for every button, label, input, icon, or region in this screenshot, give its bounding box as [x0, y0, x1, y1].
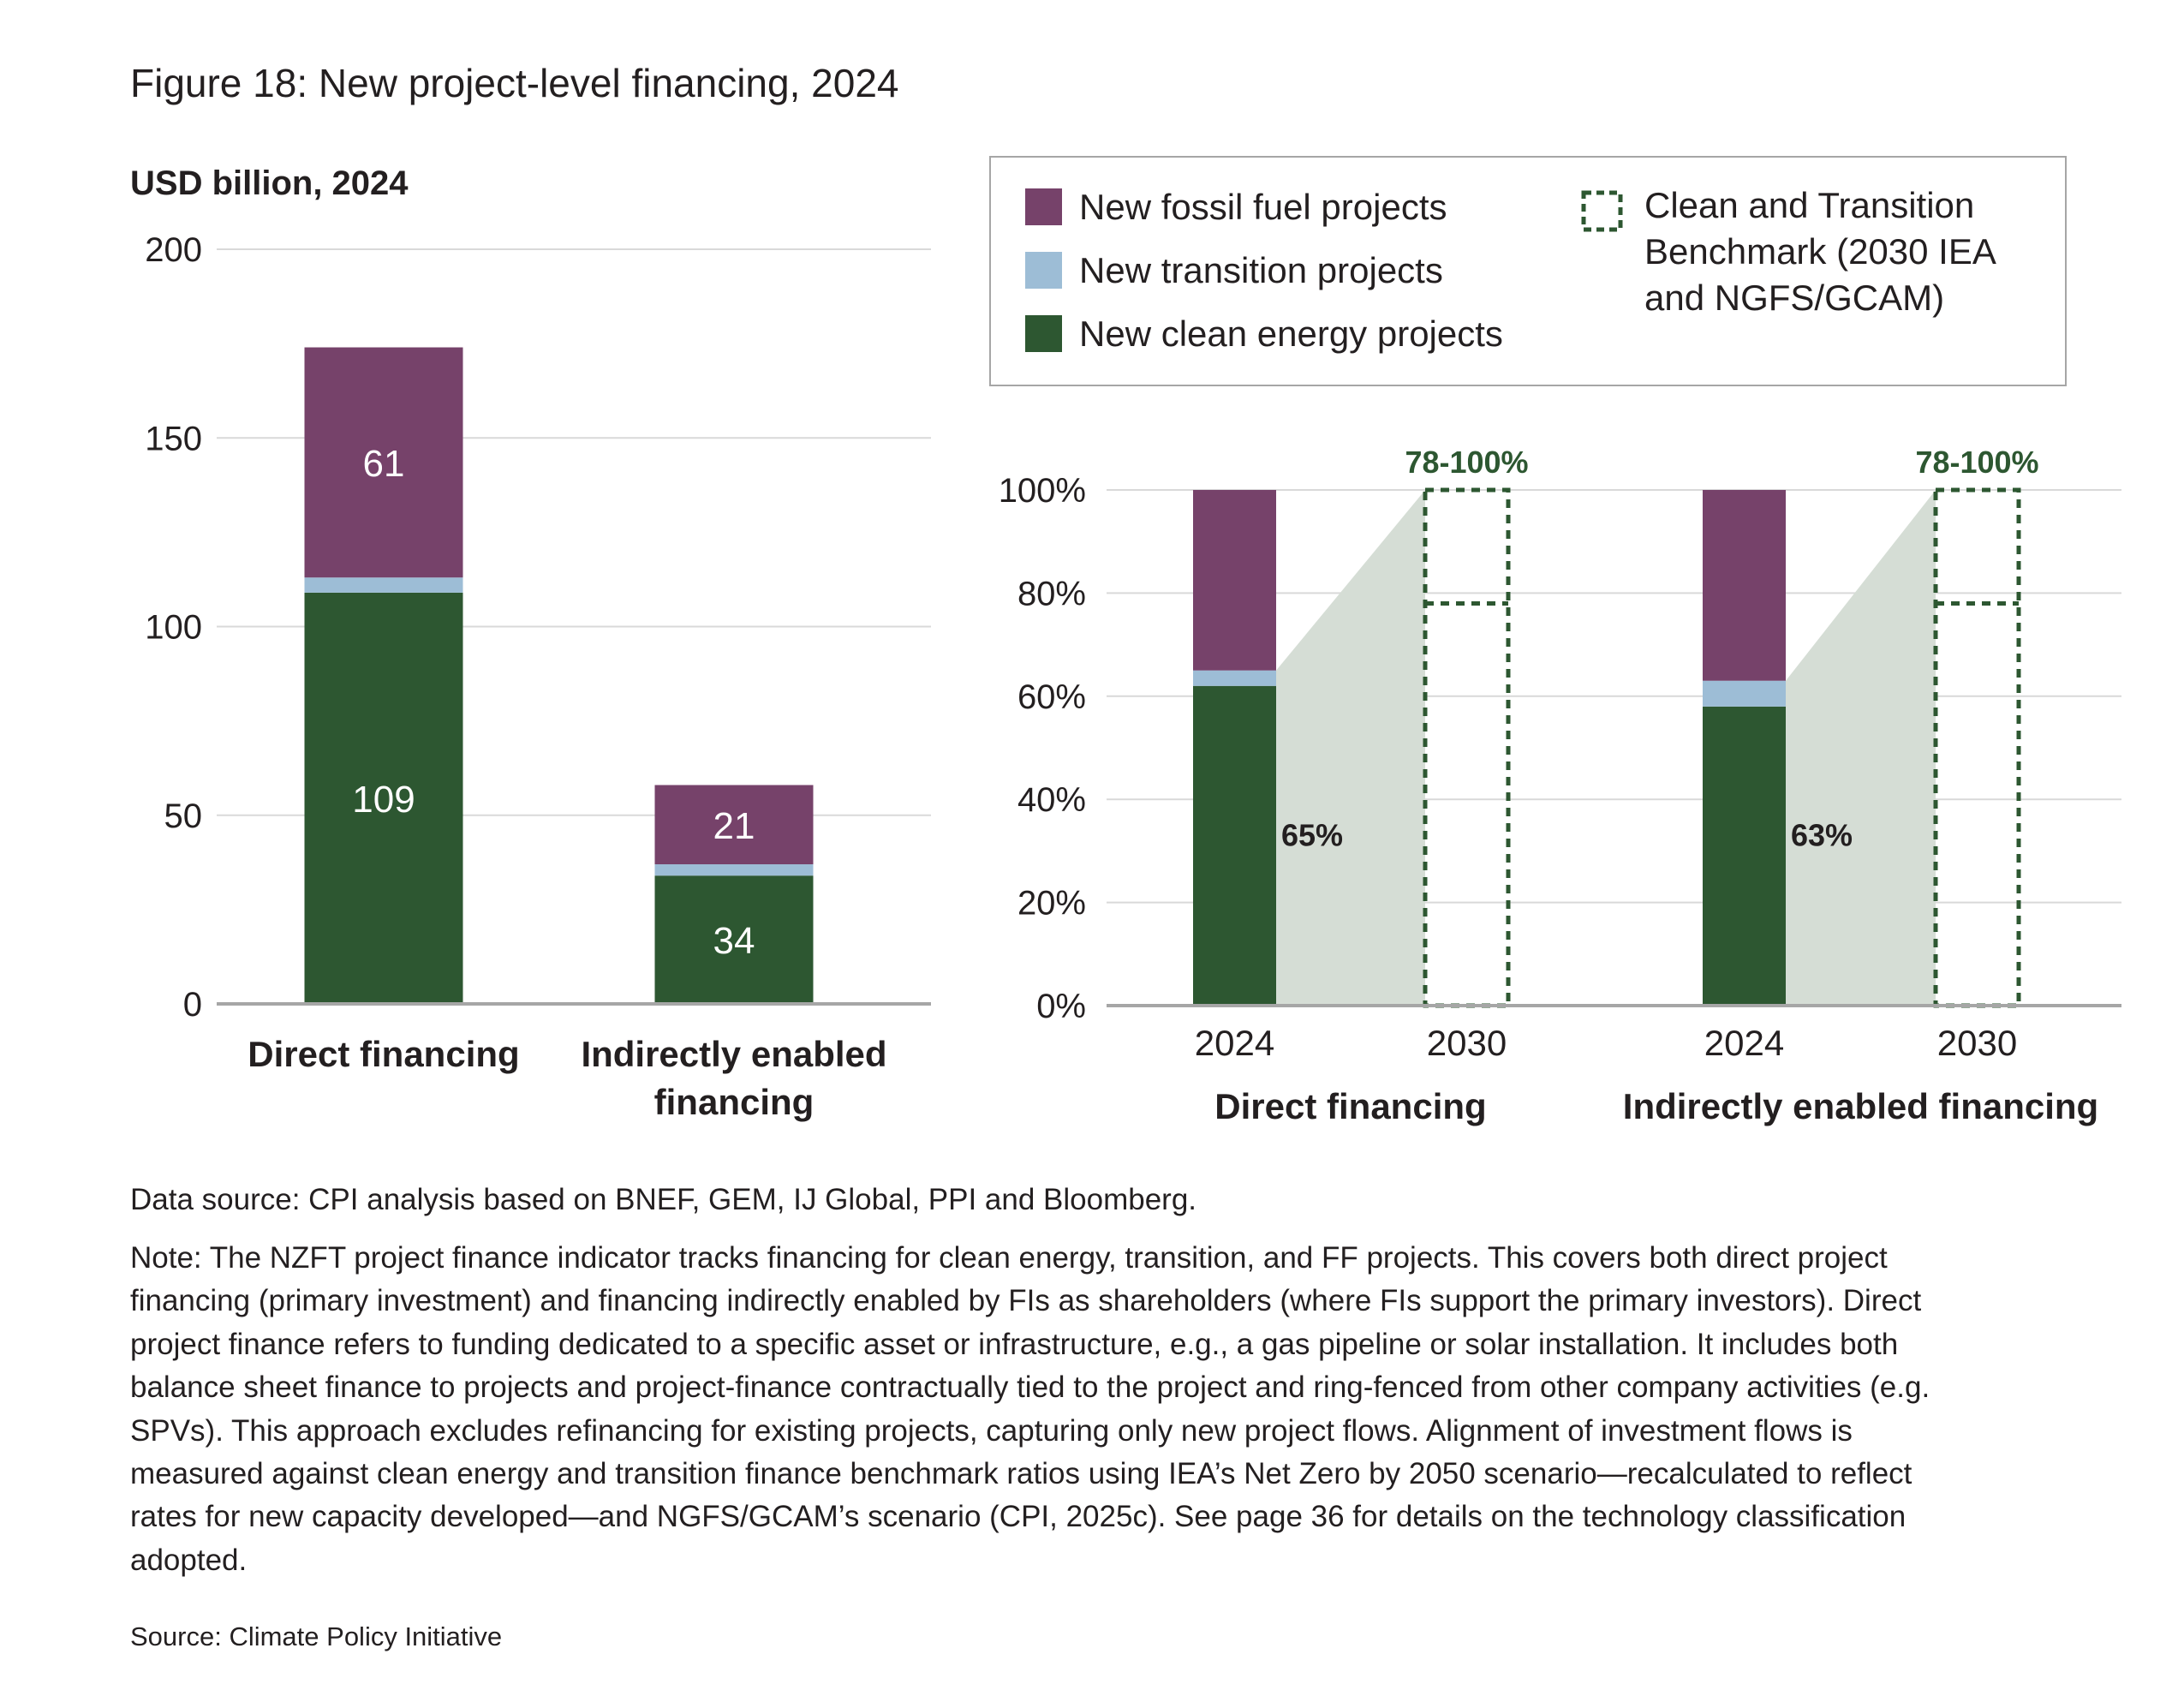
y-tick-label: 20%: [1017, 885, 1086, 923]
legend-swatch: [1025, 252, 1062, 289]
figure-title: Figure 18: New project-level financing, …: [130, 61, 899, 105]
dashed-square-icon: [1581, 190, 1623, 232]
benchmark-box: [1423, 487, 1511, 1008]
bar-segment: [1703, 706, 1786, 1006]
left-y-axis-title: USD billion, 2024: [130, 164, 409, 202]
data-source-note: Data source: CPI analysis based on BNEF,…: [130, 1183, 1197, 1216]
note-line: rates for new capacity developed—and NGF…: [130, 1500, 1907, 1534]
legend-label: New fossil fuel projects: [1079, 187, 1447, 227]
bar-segment: [1193, 490, 1276, 671]
group-label: Direct financing: [1214, 1086, 1486, 1126]
y-tick-label: 100%: [999, 472, 1086, 510]
note-line: SPVs). This approach excludes refinancin…: [130, 1413, 1853, 1448]
y-tick-label: 150: [145, 420, 202, 457]
note-line: adopted.: [130, 1543, 248, 1577]
y-tick-label: 80%: [1017, 575, 1086, 612]
bar-segment: [654, 864, 814, 876]
bar-segment: [1703, 680, 1786, 707]
note-line: Note: The NZFT project finance indicator…: [130, 1241, 1888, 1275]
benchmark-gap-area: [1276, 490, 1425, 1006]
bar-segment: [304, 592, 463, 1004]
bar-value-label: 61: [363, 443, 405, 485]
benchmark-gap-area: [1786, 490, 1936, 1006]
legend: New fossil fuel projects New transition p…: [989, 156, 2067, 386]
bar-segment: [654, 875, 814, 1004]
legend-swatch: [1025, 188, 1062, 225]
y-tick-label: 100: [145, 609, 202, 647]
bar-segment: [304, 577, 463, 593]
y-tick-label: 40%: [1017, 781, 1086, 819]
category-label: Indirectly enabled: [581, 1034, 886, 1074]
y-tick-label: 0%: [1036, 988, 1086, 1025]
note-line: balance sheet finance to projects and pr…: [130, 1371, 1930, 1405]
category-label: Direct financing: [248, 1034, 519, 1074]
legend-benchmark-label: Benchmark (2030 IEA: [1644, 231, 1996, 272]
year-label: 2024: [1195, 1023, 1274, 1063]
year-label: 2030: [1937, 1023, 2017, 1063]
source-credit: Source: Climate Policy Initiative: [130, 1621, 503, 1651]
bar-value-label: 34: [713, 920, 755, 962]
legend-box: [989, 156, 2067, 386]
bar-segment: [1193, 670, 1276, 686]
year-label: 2030: [1427, 1023, 1507, 1063]
bar-segment: [1193, 685, 1276, 1006]
benchmark-box: [1933, 487, 2021, 1008]
bar-value-label: 21: [713, 805, 755, 847]
y-tick-label: 50: [164, 797, 203, 835]
bar-segment: [654, 785, 814, 865]
bar-segment: [1703, 490, 1786, 681]
benchmark-label: 78-100%: [1915, 445, 2038, 480]
category-label: financing: [654, 1082, 815, 1122]
y-tick-label: 200: [145, 231, 202, 269]
group-label: Indirectly enabled financing: [1623, 1086, 2098, 1126]
note-line: measured against clean energy and transi…: [130, 1457, 1912, 1490]
note-line: project finance refers to funding dedica…: [130, 1327, 1899, 1361]
y-tick-label: 0: [183, 986, 202, 1024]
note-line: financing (primary investment) and finan…: [130, 1284, 1922, 1318]
bar-value-label: 109: [352, 779, 415, 821]
y-tick-label: 60%: [1017, 678, 1086, 716]
year-label: 2024: [1704, 1023, 1784, 1063]
legend-label: New clean energy projects: [1079, 314, 1503, 354]
share-label: 63%: [1791, 817, 1853, 852]
legend-benchmark-label: and NGFS/GCAM): [1644, 278, 1944, 318]
legend-label: New transition projects: [1079, 250, 1443, 290]
bar-segment: [304, 347, 463, 578]
benchmark-label: 78-100%: [1405, 445, 1528, 480]
legend-swatch: [1025, 315, 1062, 352]
share-label: 65%: [1281, 817, 1343, 852]
legend-benchmark-label: Clean and Transition: [1644, 185, 1974, 225]
